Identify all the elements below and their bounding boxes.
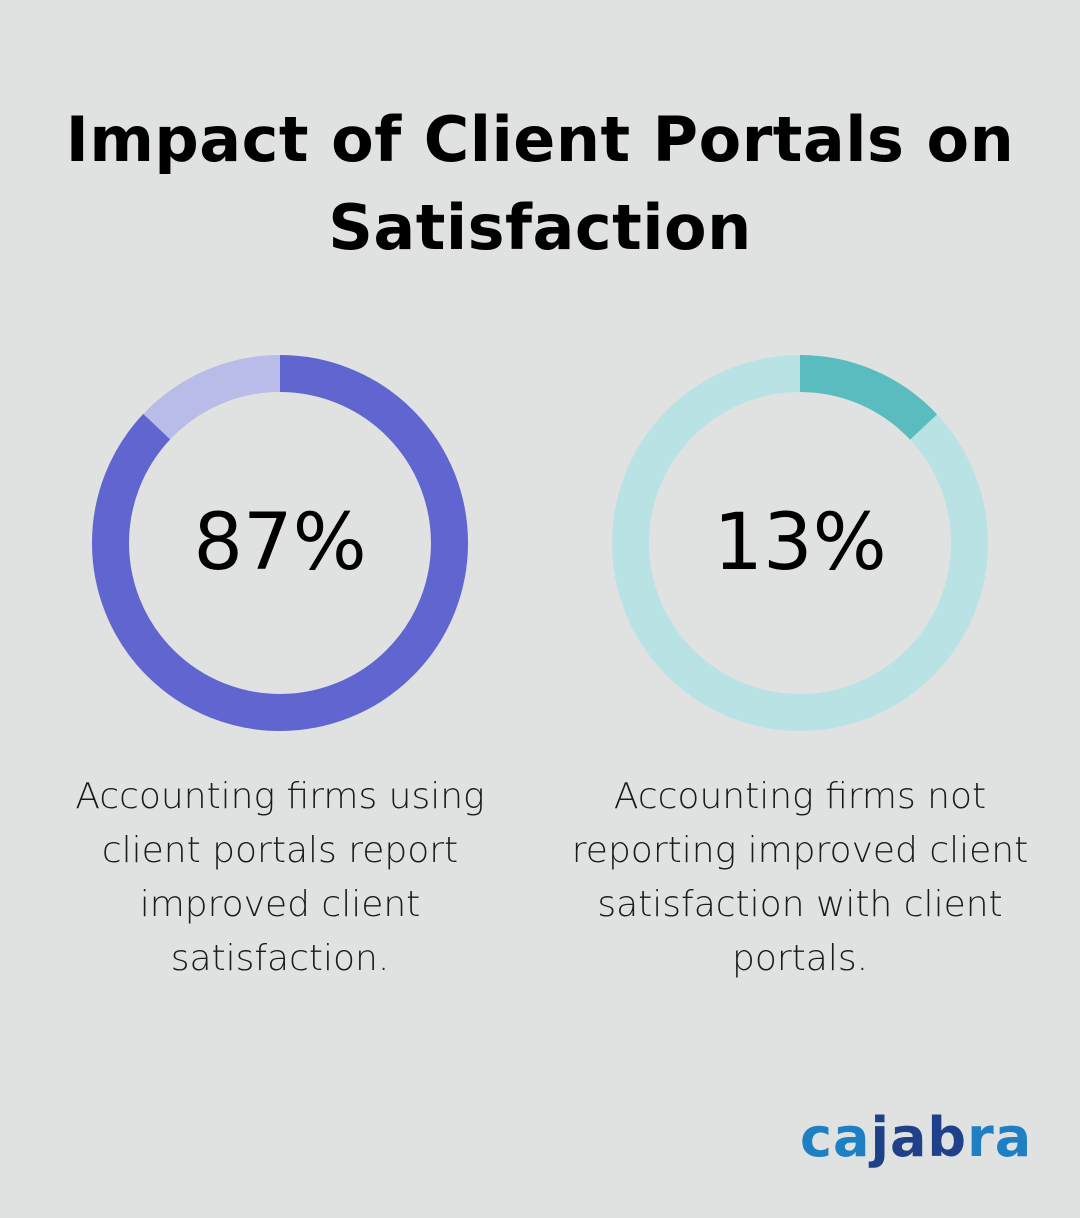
donut-value: 13% <box>713 498 887 588</box>
title-line-1: Impact of Client Portals on <box>65 103 1015 176</box>
donut-chart-87: 87% <box>92 355 468 731</box>
cajabra-logo: cajabra <box>800 1106 1033 1169</box>
description-right: Accounting firms not reporting improved … <box>571 776 1029 979</box>
donut-value: 87% <box>193 498 367 588</box>
donut-chart-13: 13% <box>612 355 988 731</box>
donut-ring <box>92 355 468 731</box>
description-left: Accounting firms using client portals re… <box>75 776 485 979</box>
donut-ring <box>612 355 988 731</box>
title-line-2: Satisfaction <box>328 191 752 264</box>
page-title: Impact of Client Portals on Satisfaction <box>0 96 1080 272</box>
